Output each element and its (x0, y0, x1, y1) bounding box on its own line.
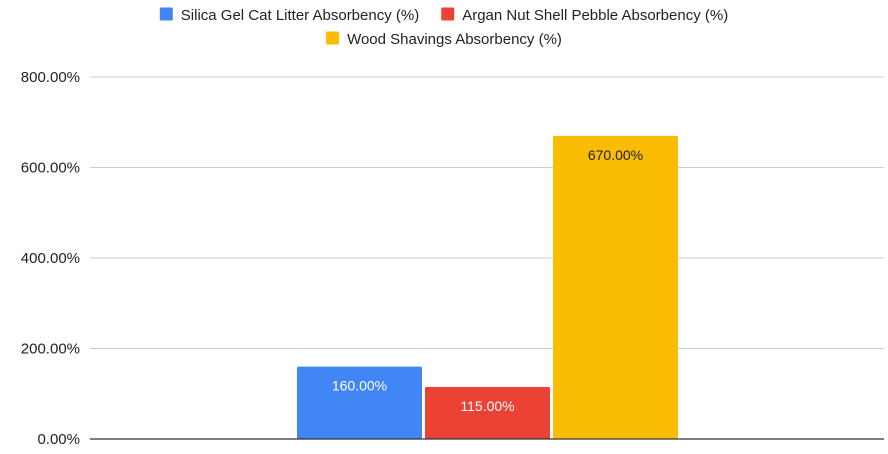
legend-swatch (159, 7, 173, 21)
legend-label: Silica Gel Cat Litter Absorbency (%) (181, 7, 419, 24)
bar-value-label: 670.00% (588, 147, 643, 163)
y-tick-label: 400.00% (21, 250, 80, 267)
y-tick-label: 0.00% (37, 431, 80, 448)
legend-swatch (441, 7, 455, 21)
y-axis-ticks: 0.00% 200.00% 400.00% 600.00% 800.00% (21, 69, 80, 448)
legend-label: Wood Shavings Absorbency (%) (347, 31, 562, 48)
y-gridlines (90, 76, 884, 349)
bar-wood-shavings-absorbency (553, 135, 678, 439)
y-tick-label: 200.00% (21, 341, 80, 358)
bar-value-label: 115.00% (460, 398, 514, 414)
bar-silica-gel-cat-litter-absorbency (297, 366, 422, 439)
legend-item-wood-shavings-absorbency: Wood Shavings Absorbency (%) (326, 31, 562, 48)
bar-series (297, 135, 678, 439)
y-tick-label: 800.00% (21, 69, 80, 86)
legend-label: Argan Nut Shell Pebble Absorbency (%) (462, 7, 728, 24)
bar-value-label: 160.00% (332, 378, 387, 394)
chart-legend: Silica Gel Cat Litter Absorbency (%) Arga… (159, 7, 728, 48)
y-tick-label: 600.00% (21, 160, 80, 177)
data-labels: 160.00% 115.00% 670.00% (332, 147, 643, 414)
legend-item-argan-nut-shell-pebble-absorbency: Argan Nut Shell Pebble Absorbency (%) (441, 7, 728, 24)
bar-argan-nut-shell-pebble-absorbency (425, 386, 550, 439)
legend-swatch (326, 31, 340, 45)
legend-item-silica-gel-cat-litter-absorbency: Silica Gel Cat Litter Absorbency (%) (159, 7, 419, 24)
